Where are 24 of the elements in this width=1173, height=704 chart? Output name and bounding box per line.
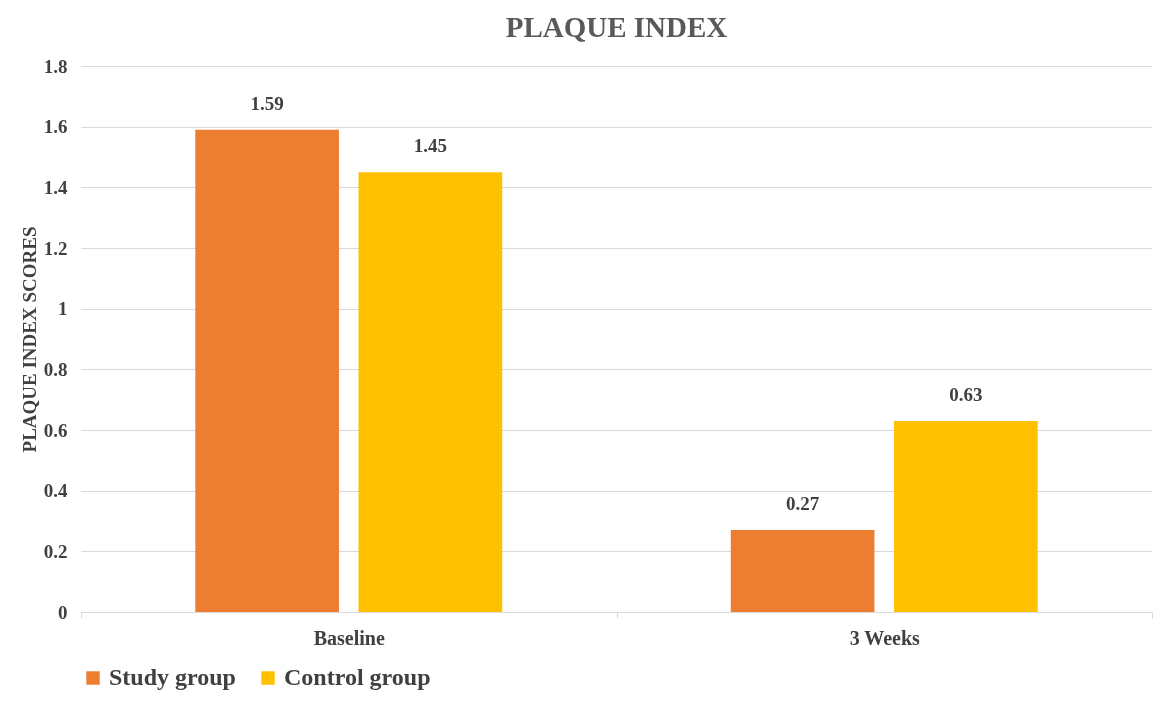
- bar: [894, 420, 1038, 612]
- bar: [730, 530, 875, 612]
- chart-title: PLAQUE INDEX: [505, 11, 728, 43]
- y-tick-label: 1.2: [43, 237, 68, 259]
- data-label: 0.63: [949, 383, 983, 405]
- y-tick-label: 0: [58, 601, 68, 623]
- legend-label: Study group: [109, 664, 236, 690]
- y-tick-label: 0.4: [43, 480, 68, 502]
- x-tick-label: 3 Weeks: [849, 626, 921, 649]
- data-label: 1.45: [413, 135, 448, 157]
- y-tick-label: 0.2: [43, 540, 68, 562]
- bar: [358, 172, 503, 612]
- legend-label: Control group: [284, 664, 431, 690]
- y-tick-label: 0.8: [43, 358, 68, 380]
- y-axis-title: PLAQUE INDEX SCORES: [18, 226, 40, 453]
- x-tick-label: Baseline: [313, 626, 385, 649]
- y-tick-label: 1.4: [43, 176, 68, 198]
- data-label: 1.59: [250, 92, 284, 114]
- bar: [195, 129, 339, 612]
- y-tick-label: 0.6: [43, 419, 68, 441]
- data-label: 0.27: [785, 493, 820, 515]
- y-tick-label: 1: [58, 298, 68, 320]
- y-tick-label: 1.8: [43, 55, 68, 77]
- y-tick-label: 1.6: [43, 116, 68, 138]
